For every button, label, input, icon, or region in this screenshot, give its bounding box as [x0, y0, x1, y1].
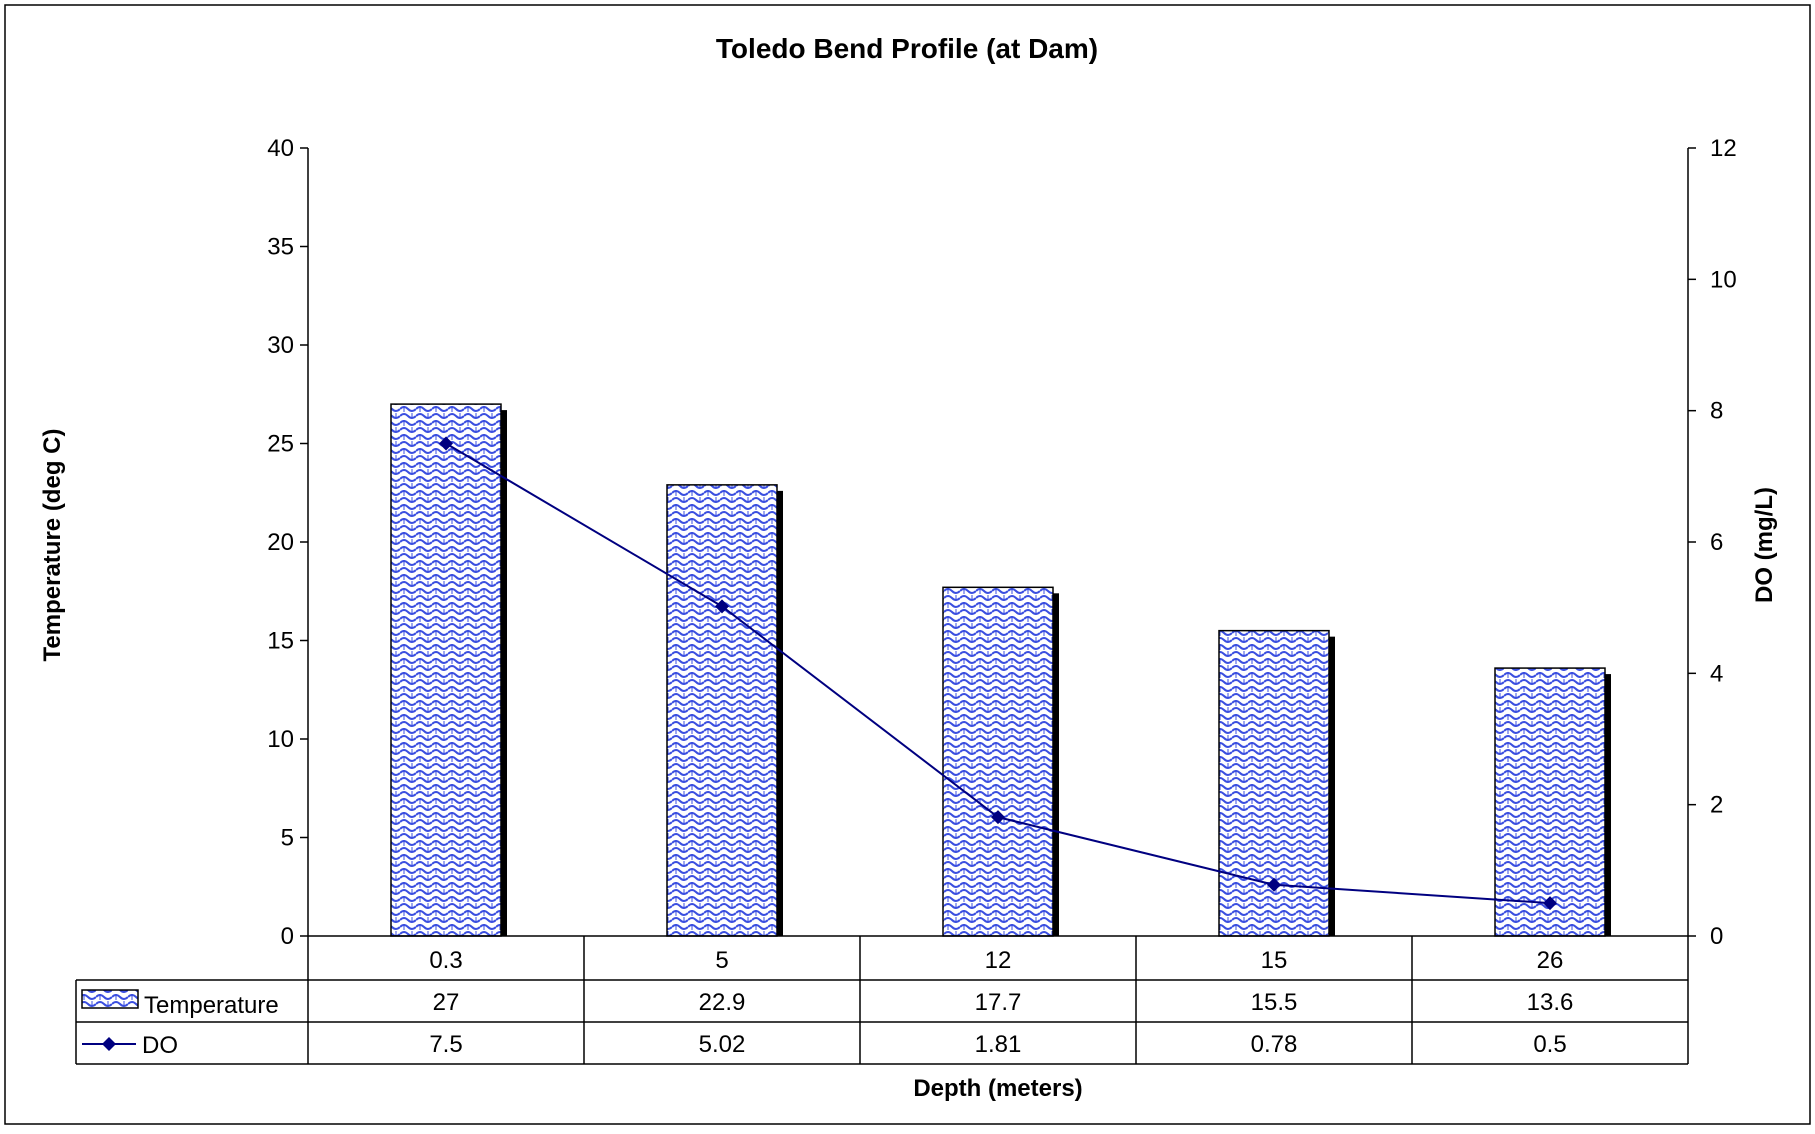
x-tick-label: 26 [1537, 947, 1564, 974]
legend-temperature-swatch [81, 989, 139, 1009]
y-tick-label: 35 [267, 234, 294, 261]
y-tick-label: 10 [267, 726, 294, 753]
y2-tick-label: 12 [1710, 135, 1737, 162]
y2-tick-label: 2 [1710, 792, 1723, 819]
y2-tick-label: 0 [1710, 923, 1723, 950]
do-value-label: 1.81 [975, 1031, 1022, 1058]
temperature-bar [390, 403, 502, 937]
x-tick-label: 0.3 [429, 947, 462, 974]
do-line-layer [439, 436, 1557, 911]
x-tick-label: 15 [1261, 947, 1288, 974]
y2-tick-label: 10 [1710, 266, 1737, 293]
temperature-value-label: 17.7 [975, 989, 1022, 1016]
y-tick-label: 0 [281, 923, 294, 950]
do-point [439, 436, 453, 451]
y2-tick-label: 6 [1710, 529, 1723, 556]
legend-temperature-label: Temperature [144, 992, 279, 1019]
do-value-label: 0.5 [1533, 1031, 1566, 1058]
chart-title: Toledo Bend Profile (at Dam) [716, 33, 1098, 64]
temperature-value-label: 13.6 [1527, 989, 1574, 1016]
x-tick-label: 12 [985, 947, 1012, 974]
temperature-value-label: 27 [433, 989, 460, 1016]
axes [307, 148, 1689, 937]
y-tick-label: 15 [267, 628, 294, 655]
y2-axis-title: DO (mg/L) [1751, 487, 1778, 603]
y2-axis-ticks: 0 2 4 6 8 10 12 [1688, 135, 1737, 950]
legend-do-label: DO [142, 1032, 178, 1059]
y-axis-title: Temperature (deg C) [39, 429, 66, 662]
y-tick-label: 30 [267, 332, 294, 359]
do-point [991, 810, 1005, 825]
do-point [1543, 896, 1557, 911]
y-tick-label: 40 [267, 135, 294, 162]
temperature-bar [666, 484, 778, 937]
do-value-label: 5.02 [699, 1031, 746, 1058]
temperature-bar [1494, 667, 1606, 937]
temperature-value-label: 22.9 [699, 989, 746, 1016]
do-value-label: 7.5 [429, 1031, 462, 1058]
data-table: 0.3 5 12 15 26 27 22.9 17.7 15.5 13.6 7.5 5.02 1.81 0… [75, 936, 1689, 1065]
y-tick-label: 25 [267, 431, 294, 458]
do-value-label: 0.78 [1251, 1031, 1298, 1058]
y2-tick-label: 8 [1710, 398, 1723, 425]
y-axis-ticks: 0 5 10 15 20 25 30 35 40 [267, 135, 308, 950]
temperature-value-label: 15.5 [1251, 989, 1298, 1016]
y2-tick-label: 4 [1710, 660, 1723, 687]
do-point [1267, 877, 1281, 892]
y-tick-label: 20 [267, 529, 294, 556]
chart-border [4, 4, 1811, 1125]
x-tick-label: 5 [715, 947, 728, 974]
do-point [715, 599, 729, 614]
legend-do-marker [102, 1037, 116, 1051]
x-axis-title: Depth (meters) [913, 1075, 1082, 1102]
y-tick-label: 5 [281, 825, 294, 852]
temperature-bar [942, 586, 1054, 937]
temperature-bars [390, 403, 1611, 937]
